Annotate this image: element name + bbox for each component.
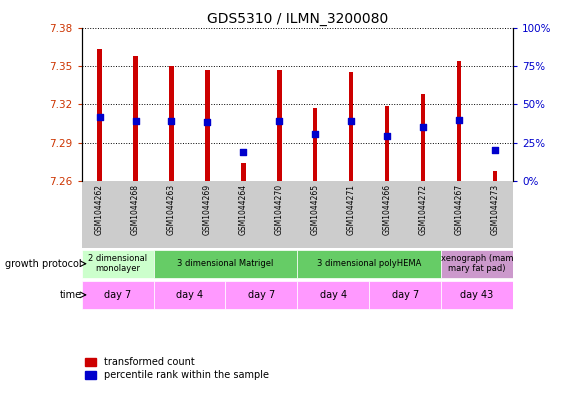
Text: GSM1044268: GSM1044268 (131, 184, 140, 235)
Point (311, 130, 320, 137)
Point (419, 124, 428, 130)
Text: GSM1044270: GSM1044270 (275, 184, 284, 235)
Text: GSM1044266: GSM1044266 (382, 184, 392, 235)
Bar (226, 281, 297, 309)
Text: day 4: day 4 (176, 290, 203, 300)
Legend: transformed count, percentile rank within the sample: transformed count, percentile rank withi… (80, 354, 273, 384)
Bar (277, 70, 282, 181)
Point (95, 114, 104, 120)
Bar (421, 94, 426, 181)
Bar (297, 250, 441, 278)
Text: GSM1044265: GSM1044265 (311, 184, 320, 235)
Bar (313, 108, 318, 181)
Point (203, 119, 212, 125)
Text: time: time (59, 290, 82, 300)
Text: day 7: day 7 (104, 290, 131, 300)
Text: GSM1044264: GSM1044264 (239, 184, 248, 235)
Bar (134, 56, 138, 181)
Text: GSM1044267: GSM1044267 (455, 184, 463, 235)
Bar (349, 72, 353, 181)
Text: GSM1044262: GSM1044262 (95, 184, 104, 235)
Text: day 43: day 43 (461, 290, 494, 300)
Text: xenograph (mam
mary fat pad): xenograph (mam mary fat pad) (441, 254, 514, 274)
Bar (441, 250, 513, 278)
Text: GSM1044272: GSM1044272 (419, 184, 428, 235)
Bar (297, 281, 369, 309)
Text: GSM1044269: GSM1044269 (203, 184, 212, 235)
Point (490, 147, 500, 153)
Text: 3 dimensional polyHEMA: 3 dimensional polyHEMA (317, 259, 422, 268)
Point (382, 133, 392, 140)
Bar (241, 163, 245, 181)
Text: day 4: day 4 (319, 290, 347, 300)
Text: GSM1044273: GSM1044273 (490, 184, 500, 235)
Point (238, 149, 248, 155)
Point (275, 118, 284, 124)
Title: GDS5310 / ILMN_3200080: GDS5310 / ILMN_3200080 (207, 13, 388, 26)
Bar (82, 281, 153, 309)
Text: 3 dimensional Matrigel: 3 dimensional Matrigel (177, 259, 273, 268)
Point (167, 118, 176, 124)
Bar (493, 171, 497, 181)
Bar (153, 250, 297, 278)
Bar (457, 61, 461, 181)
Bar (385, 106, 389, 181)
Bar (97, 49, 102, 181)
Point (454, 116, 463, 123)
Point (131, 118, 140, 124)
Bar (441, 281, 513, 309)
Text: GSM1044263: GSM1044263 (167, 184, 176, 235)
Bar (205, 70, 210, 181)
Text: day 7: day 7 (248, 290, 275, 300)
Bar (169, 66, 174, 181)
Text: growth protocol: growth protocol (5, 259, 82, 269)
Bar (153, 281, 226, 309)
Point (346, 118, 356, 124)
Bar (369, 281, 441, 309)
Text: 2 dimensional
monolayer: 2 dimensional monolayer (88, 254, 147, 274)
Bar (82, 250, 153, 278)
Text: day 7: day 7 (392, 290, 419, 300)
Text: GSM1044271: GSM1044271 (347, 184, 356, 235)
